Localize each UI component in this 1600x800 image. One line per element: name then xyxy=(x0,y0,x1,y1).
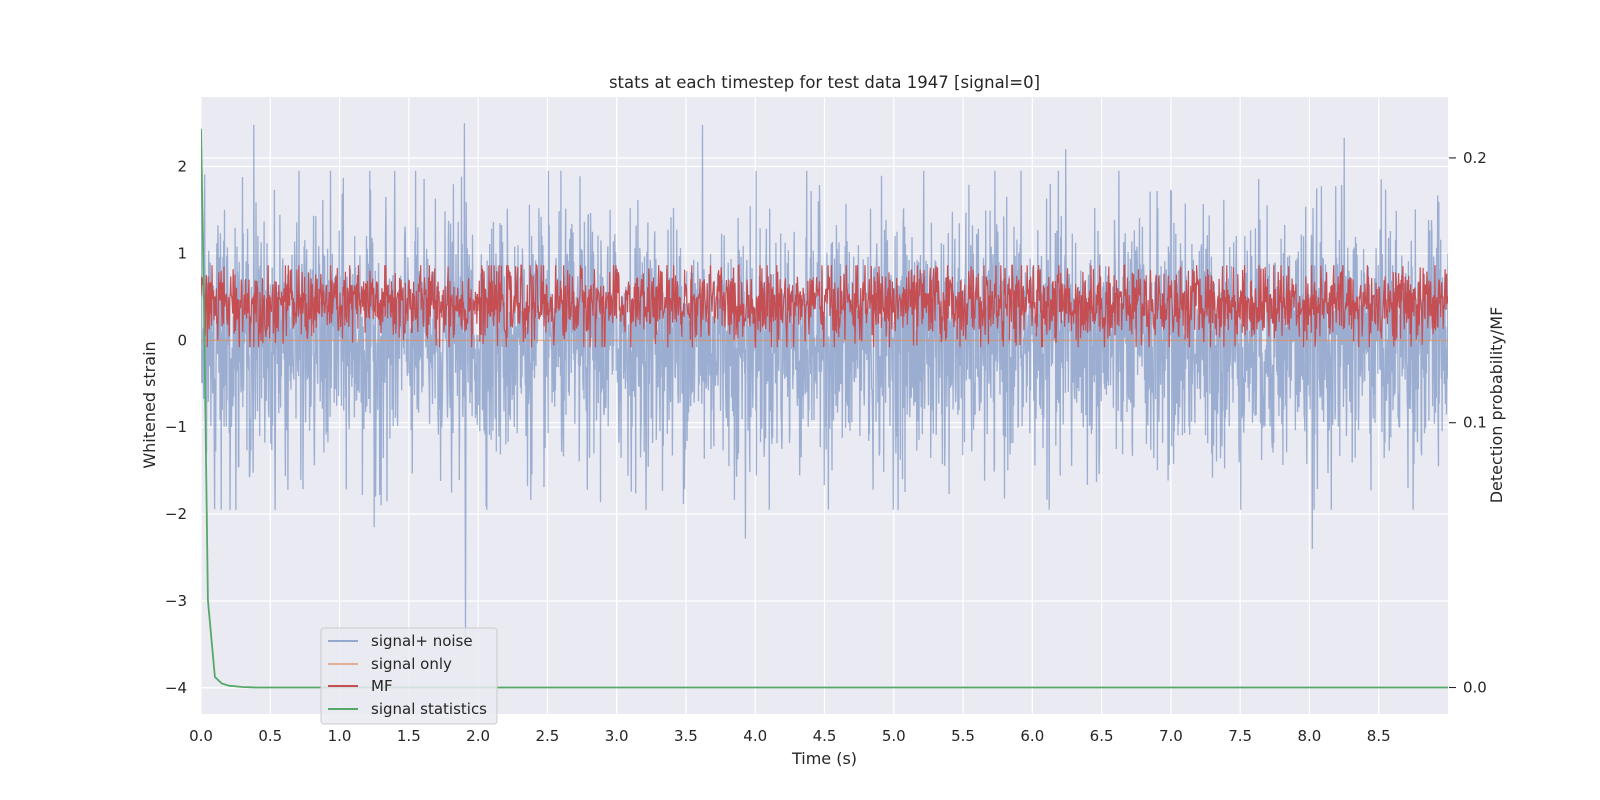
y-tick-label: 1 xyxy=(177,244,187,262)
legend-label-mf: MF xyxy=(371,677,393,695)
x-tick-label: 4.0 xyxy=(743,727,767,745)
x-tick-label: 5.5 xyxy=(951,727,975,745)
y2-tick-label: 0.1 xyxy=(1463,414,1487,432)
y-tick-label: −1 xyxy=(165,418,187,436)
y2-tick-label: 0.0 xyxy=(1463,679,1487,697)
x-tick-label: 0.5 xyxy=(258,727,282,745)
x-tick-label: 5.0 xyxy=(882,727,906,745)
x-tick-label: 8.5 xyxy=(1367,727,1391,745)
x-tick-label: 1.0 xyxy=(328,727,352,745)
x-tick-label: 8.0 xyxy=(1298,727,1322,745)
y2-tick-label: 0.2 xyxy=(1463,149,1487,167)
legend-label-signal-statistics: signal statistics xyxy=(371,700,487,718)
legend: signal+ noise signal only MF signal stat… xyxy=(320,627,498,725)
series-mf-line xyxy=(201,263,1448,348)
x-tick-label: 7.0 xyxy=(1159,727,1183,745)
series-signal-statistics-line xyxy=(201,128,1448,689)
y2-axis-label: Detection probability/MF xyxy=(1487,307,1506,504)
y-tick-label: −3 xyxy=(165,592,187,610)
x-tick-label: 3.0 xyxy=(605,727,629,745)
legend-box xyxy=(320,627,498,725)
y-tick-label: −2 xyxy=(165,505,187,523)
ticks: 0.0 0.5 1.0 1.5 2.0 2.5 3.0 3.5 4.0 4.5 5.0 5.5 6.0 6… xyxy=(165,149,1487,745)
y-tick-label: 0 xyxy=(177,331,187,349)
y-tick-label: 2 xyxy=(177,158,187,176)
chart-title: stats at each timestep for test data 194… xyxy=(609,73,1040,92)
x-tick-label: 6.5 xyxy=(1090,727,1114,745)
x-tick-label: 1.5 xyxy=(397,727,421,745)
legend-label-signal-noise: signal+ noise xyxy=(371,632,473,650)
x-tick-label: 4.5 xyxy=(813,727,837,745)
y-axis-label: Whitened strain xyxy=(140,341,159,468)
series-layer xyxy=(201,123,1448,689)
x-axis-label: Time (s) xyxy=(791,749,857,768)
y-tick-label: −4 xyxy=(165,679,187,697)
x-tick-label: 2.5 xyxy=(535,727,559,745)
x-tick-label: 2.0 xyxy=(466,727,490,745)
legend-label-signal-only: signal only xyxy=(371,655,452,673)
x-tick-label: 6.0 xyxy=(1020,727,1044,745)
x-tick-label: 3.5 xyxy=(674,727,698,745)
x-tick-label: 7.5 xyxy=(1228,727,1252,745)
x-tick-label: 0.0 xyxy=(189,727,213,745)
